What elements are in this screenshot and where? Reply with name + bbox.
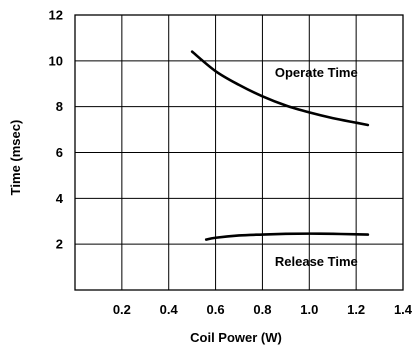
x-tick-label-3: 0.8 (253, 302, 271, 317)
series-label-release-time: Release Time (275, 254, 358, 269)
x-tick-label-0: 0.2 (113, 302, 131, 317)
chart-grid (75, 14, 404, 290)
y-tick-label-2: 6 (56, 145, 63, 160)
y-tick-labels: 2 4 6 8 10 12 (49, 8, 64, 252)
series-lines (190, 50, 370, 241)
x-axis-title: Coil Power (W) (190, 330, 282, 345)
series-labels: Operate Time Release Time (275, 65, 358, 269)
series-line-operate-time (190, 50, 370, 127)
series-line-release-time (204, 232, 370, 241)
x-tick-label-2: 0.6 (207, 302, 225, 317)
series-label-operate-time: Operate Time (275, 65, 358, 80)
x-tick-label-5: 1.2 (347, 302, 365, 317)
y-tick-label-3: 8 (56, 99, 63, 114)
plot-frame (74, 14, 404, 291)
y-tick-label-5: 12 (49, 8, 63, 23)
x-tick-label-1: 0.4 (160, 302, 179, 317)
x-tick-labels: 0.2 0.4 0.6 0.8 1.0 1.2 1.4 (113, 302, 412, 317)
y-tick-label-0: 2 (56, 237, 63, 252)
y-tick-label-1: 4 (56, 191, 64, 206)
x-tick-label-6: 1.4 (394, 302, 412, 317)
x-tick-label-4: 1.0 (300, 302, 318, 317)
y-tick-label-4: 10 (49, 53, 63, 68)
y-axis-title: Time (msec) (8, 120, 23, 196)
